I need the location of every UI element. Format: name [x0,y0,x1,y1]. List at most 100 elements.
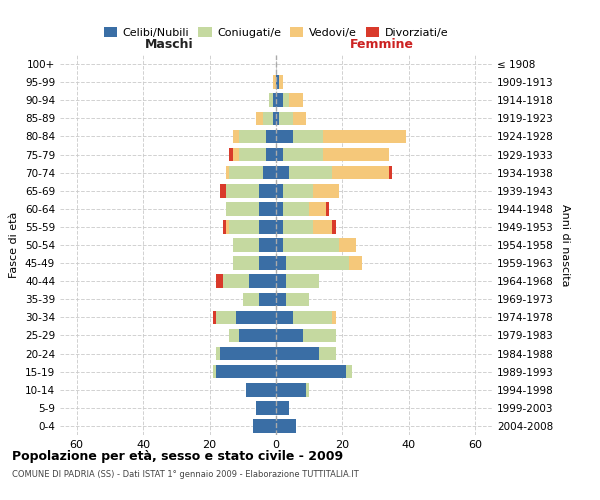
Bar [276,383,306,396]
Bar [250,274,276,288]
Bar [226,220,229,234]
Bar [332,166,389,179]
Bar [323,130,406,143]
Bar [239,328,276,342]
Bar [236,310,276,324]
Bar [226,166,229,179]
Y-axis label: Fasce di età: Fasce di età [10,212,19,278]
Bar [276,310,293,324]
Bar [216,347,220,360]
Bar [302,328,336,342]
Bar [239,130,266,143]
Bar [256,112,263,125]
Bar [286,274,319,288]
Bar [259,292,276,306]
Bar [276,76,280,89]
Bar [276,112,280,125]
Bar [319,347,336,360]
Bar [253,419,276,432]
Bar [223,274,250,288]
Bar [339,238,356,252]
Bar [276,256,286,270]
Bar [216,365,276,378]
Bar [233,130,239,143]
Bar [286,256,349,270]
Bar [233,148,239,162]
Bar [223,220,226,234]
Bar [216,274,223,288]
Bar [243,292,259,306]
Bar [229,166,263,179]
Bar [293,130,323,143]
Bar [226,184,259,198]
Bar [276,148,283,162]
Bar [289,166,332,179]
Bar [286,292,309,306]
Text: Popolazione per età, sesso e stato civile - 2009: Popolazione per età, sesso e stato civil… [12,450,343,463]
Legend: Celibi/Nubili, Coniugati/e, Vedovi/e, Divorziati/e: Celibi/Nubili, Coniugati/e, Vedovi/e, Di… [100,22,452,42]
Bar [269,94,272,107]
Bar [220,347,276,360]
Bar [276,292,286,306]
Bar [272,112,276,125]
Bar [276,220,283,234]
Bar [272,76,276,89]
Bar [239,148,266,162]
Bar [276,184,283,198]
Bar [266,148,276,162]
Bar [276,347,319,360]
Text: Maschi: Maschi [145,38,194,52]
Bar [309,202,326,215]
Y-axis label: Anni di nascita: Anni di nascita [560,204,570,286]
Bar [233,256,259,270]
Bar [220,184,226,198]
Bar [293,112,306,125]
Bar [349,256,362,270]
Bar [276,130,293,143]
Bar [272,94,276,107]
Bar [283,238,339,252]
Bar [259,238,276,252]
Bar [276,166,289,179]
Bar [233,238,259,252]
Text: COMUNE DI PADRIA (SS) - Dati ISTAT 1° gennaio 2009 - Elaborazione TUTTITALIA.IT: COMUNE DI PADRIA (SS) - Dati ISTAT 1° ge… [12,470,359,479]
Bar [276,202,283,215]
Bar [276,238,283,252]
Bar [323,148,389,162]
Bar [283,94,289,107]
Bar [389,166,392,179]
Bar [332,310,336,324]
Bar [266,130,276,143]
Bar [216,310,236,324]
Bar [276,328,302,342]
Bar [259,256,276,270]
Bar [263,166,276,179]
Bar [326,202,329,215]
Bar [229,328,239,342]
Bar [259,202,276,215]
Bar [346,365,352,378]
Bar [263,112,272,125]
Bar [306,383,309,396]
Bar [283,202,309,215]
Bar [276,419,296,432]
Bar [276,365,346,378]
Bar [313,184,339,198]
Bar [226,202,259,215]
Bar [213,365,216,378]
Bar [276,94,283,107]
Bar [293,310,332,324]
Bar [280,112,293,125]
Bar [213,310,216,324]
Bar [256,401,276,414]
Bar [246,383,276,396]
Bar [283,184,313,198]
Bar [229,148,233,162]
Bar [276,401,289,414]
Text: Femmine: Femmine [350,38,415,52]
Bar [276,274,286,288]
Bar [280,76,283,89]
Bar [313,220,332,234]
Bar [229,220,259,234]
Bar [259,184,276,198]
